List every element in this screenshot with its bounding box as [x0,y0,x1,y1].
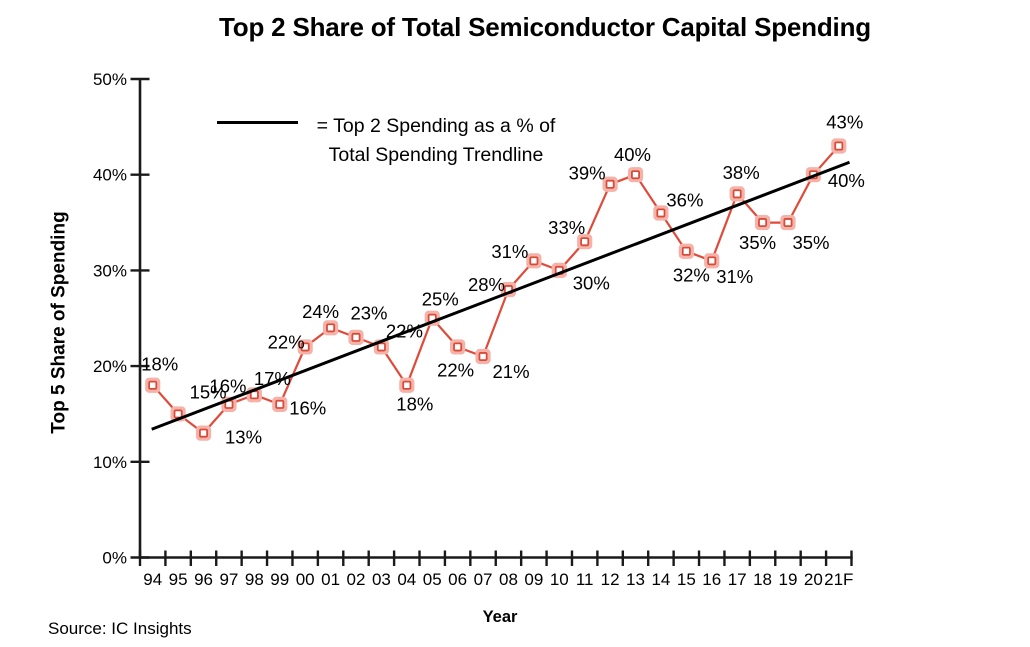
x-tick-label: 99 [270,570,289,589]
y-tick-label: 10% [93,453,127,472]
x-tick-label: 03 [372,570,391,589]
data-point-marker [631,170,641,180]
data-point-marker [478,352,488,362]
x-tick-label: 06 [448,570,467,589]
source-note: Source: IC Insights [48,619,192,638]
data-point-marker [758,218,768,228]
x-tick-label: 20 [804,570,823,589]
data-point-label: 31% [491,241,528,262]
data-point-label: 22% [437,359,474,380]
y-axis-title: Top 5 Share of Spending [48,211,70,434]
x-tick-label: 15 [677,570,696,589]
data-point-label: 28% [468,274,505,295]
data-point-marker [783,218,793,228]
data-point-label: 13% [225,426,262,447]
x-tick-label: 96 [194,570,213,589]
legend-label-line2: Total Spending Trendline [328,144,544,166]
data-point-label: 18% [396,394,433,415]
x-tick-label: 21F [824,570,853,589]
data-point-label: 32% [673,265,710,286]
data-point-label: 33% [548,217,585,238]
data-point-label: 38% [723,162,760,183]
data-point-label: 40% [828,170,865,191]
data-point-label: 24% [302,301,339,322]
data-point-label: 25% [422,289,459,310]
data-point-marker [453,342,463,352]
data-point-marker [580,237,590,247]
data-point-marker [402,380,412,390]
data-point-marker [529,256,539,266]
x-tick-label: 98 [245,570,264,589]
x-tick-label: 13 [626,570,645,589]
x-tick-label: 18 [753,570,772,589]
y-tick-label: 50% [93,70,127,89]
data-point-marker [707,256,717,266]
data-point-label: 17% [254,368,291,389]
data-point-label: 21% [493,361,530,382]
data-point-label: 16% [289,398,326,419]
data-point-label: 36% [666,189,703,210]
x-tick-label: 02 [347,570,366,589]
data-point-marker [173,409,183,419]
x-tick-label: 08 [499,570,518,589]
y-tick-label: 0% [102,549,127,568]
x-tick-label: 00 [296,570,315,589]
x-tick-label: 10 [550,570,569,589]
data-point-marker [351,332,361,342]
data-point-marker [834,141,844,151]
data-point-marker [199,428,209,438]
data-point-label: 16% [209,376,246,397]
y-tick-label: 20% [93,357,127,376]
x-axis-title: Year [482,608,518,626]
series-line [151,145,840,435]
x-tick-label: 09 [524,570,543,589]
data-point-marker [148,380,158,390]
x-tick-label: 11 [576,570,594,589]
data-point-label: 39% [569,163,606,184]
x-tick-label: 14 [651,570,670,589]
data-point-label: 22% [268,331,305,352]
legend: = Top 2 Spending as a % of Total Spendin… [308,112,564,170]
data-point-marker [681,246,691,256]
data-point-label: 35% [739,232,776,253]
data-point-label: 18% [141,354,178,375]
data-point-label: 31% [716,266,753,287]
x-tick-label: 95 [169,570,188,589]
x-tick-label: 12 [601,570,620,589]
trendline [151,160,851,431]
x-tick-label: 94 [143,570,162,589]
data-point-label: 43% [826,111,863,132]
x-tick-label: 97 [219,570,238,589]
data-point-label: 30% [573,273,610,294]
legend-label-line1: = Top 2 Spending as a % of [316,115,556,137]
x-tick-label: 19 [779,570,798,589]
x-tick-label: 04 [397,570,416,589]
data-point-label: 22% [386,320,423,341]
data-point-marker [326,323,336,333]
x-tick-label: 16 [702,570,721,589]
data-point-label: 23% [350,303,387,324]
data-point-label: 15% [190,381,227,402]
y-tick-label: 30% [93,261,127,280]
data-point-marker [605,179,615,189]
chart-title: Top 2 Share of Total Semiconductor Capit… [219,12,871,42]
x-tick-label: 05 [423,570,442,589]
data-point-marker [376,342,386,352]
data-point-marker [300,342,310,352]
data-point-label: 35% [792,232,829,253]
data-point-marker [656,208,666,218]
x-tick-label: 07 [474,570,493,589]
x-tick-label: 17 [728,570,747,589]
x-tick-label: 01 [321,570,340,589]
legend-trendline-swatch [217,121,298,124]
data-point-label: 40% [614,144,651,165]
y-tick-label: 40% [93,166,127,185]
data-point-marker [732,189,742,199]
data-point-marker [275,399,285,409]
